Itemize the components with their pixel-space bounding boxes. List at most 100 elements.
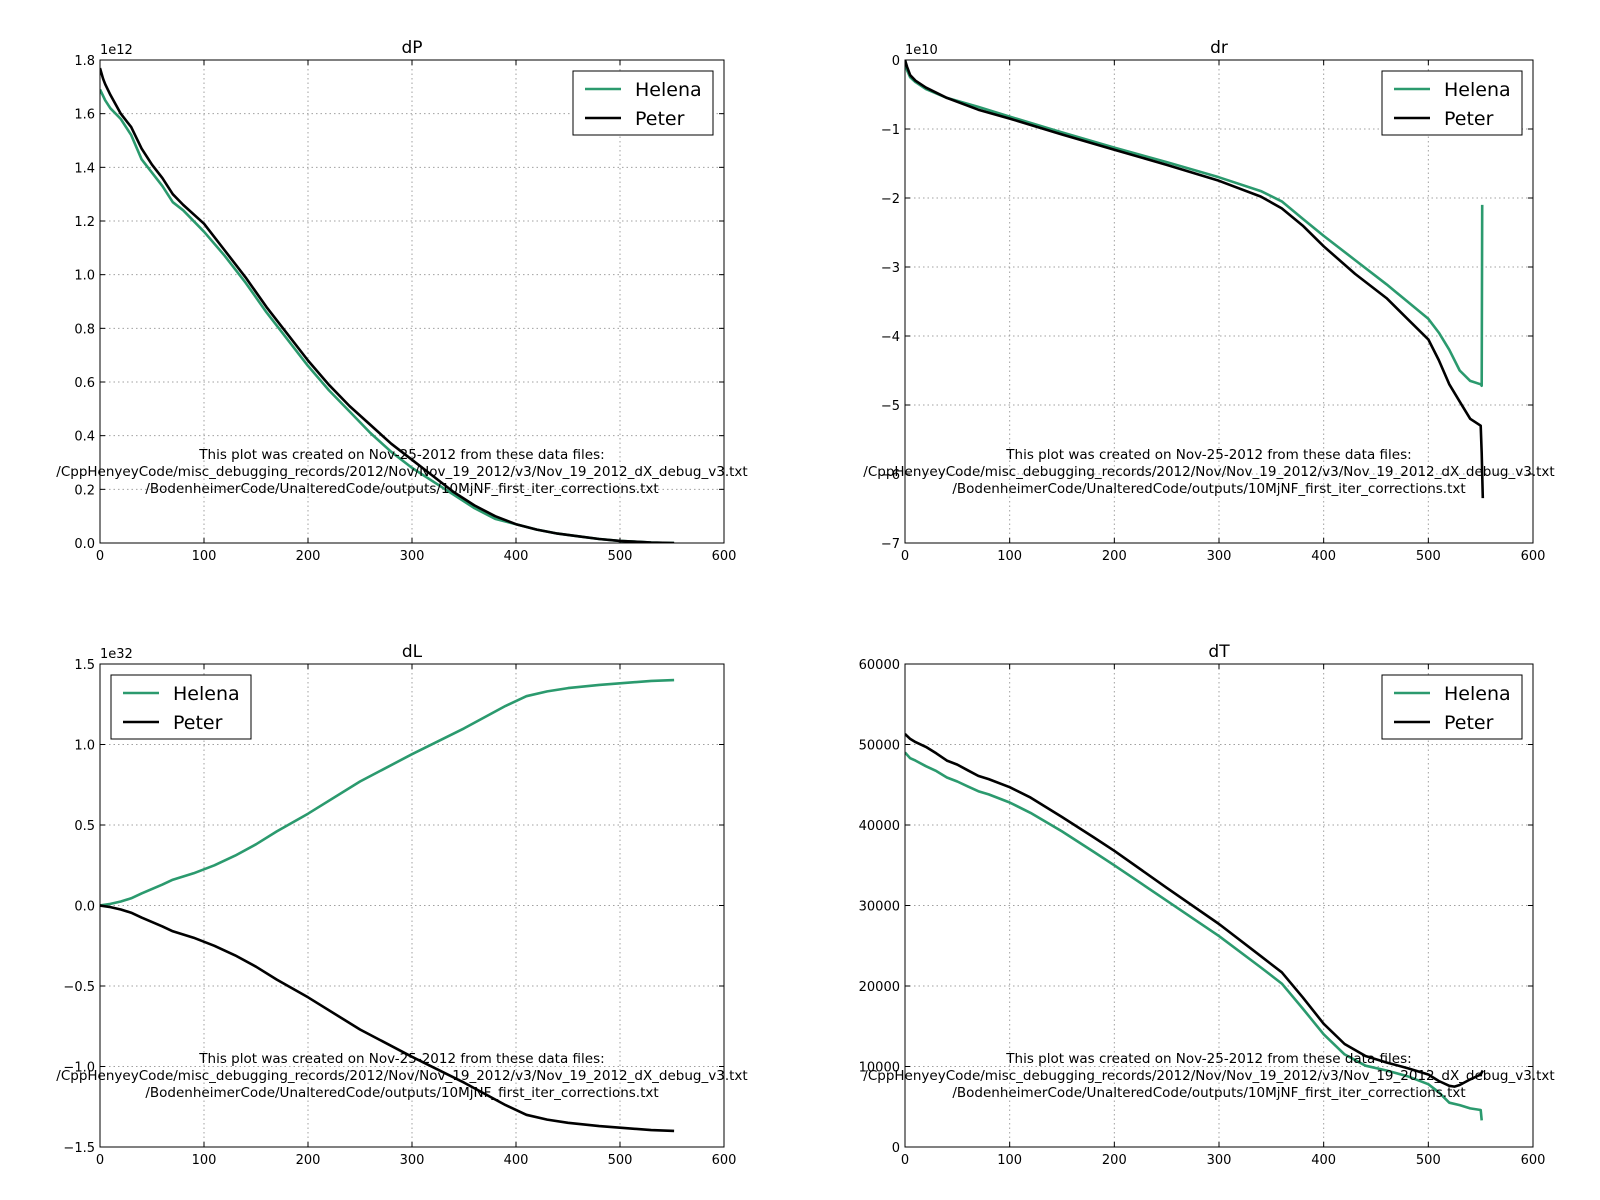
x-tick-label: 500 <box>608 1153 633 1168</box>
y-tick-label: 60000 <box>859 658 900 673</box>
y-tick-label: 1.2 <box>74 215 95 230</box>
legend-box <box>110 674 252 740</box>
y-tick-label: −5 <box>881 399 900 414</box>
series-line-peter <box>905 60 1485 499</box>
annotation-line: This plot was created on Nov-25-2012 fro… <box>1005 1051 1411 1067</box>
y-tick-label: 10000 <box>859 1061 900 1076</box>
annotation-line: /CppHenyeyCode/misc_debugging_records/20… <box>56 464 747 480</box>
y-tick-label: 0.6 <box>74 376 95 391</box>
y-tick-label: −1 <box>881 123 900 138</box>
x-tick-label: 100 <box>997 1153 1022 1168</box>
legend-label-helena: Helena <box>635 79 702 101</box>
y-tick-label: 0.0 <box>74 900 95 915</box>
annotation-line: This plot was created on Nov-25-2012 fro… <box>198 447 604 463</box>
x-tick-label: 600 <box>1521 1153 1546 1168</box>
legend: Helena Peter <box>572 70 714 136</box>
annotation-line: /BodenheimerCode/UnalteredCode/outputs/1… <box>952 1085 1465 1101</box>
x-tick-label: 100 <box>192 1153 217 1168</box>
legend: Helena Peter <box>110 674 252 740</box>
chart-title: dL <box>402 642 423 662</box>
x-tick-label: 0 <box>96 549 104 564</box>
y-tick-label: 0.8 <box>74 322 95 337</box>
chart-title: dT <box>1208 642 1230 662</box>
legend-label-peter: Peter <box>1444 108 1494 130</box>
annotation-line: /BodenheimerCode/UnalteredCode/outputs/1… <box>145 1085 658 1101</box>
x-tick-label: 500 <box>1416 1153 1441 1168</box>
y-tick-label: −2 <box>881 192 900 207</box>
y-tick-label: 0.0 <box>74 537 95 552</box>
legend-label-peter: Peter <box>173 712 223 734</box>
legend-label-helena: Helena <box>173 683 240 705</box>
x-tick-label: 100 <box>997 549 1022 564</box>
y-tick-label: 30000 <box>859 900 900 915</box>
chart-panel-dP: 0 100 200 300 400 500 600 0.0 0.2 0.4 0.6 0.8 1.0 1.2… <box>56 38 747 564</box>
y-tick-label: 0 <box>892 54 900 69</box>
y-tick-label: −1.0 <box>63 1061 95 1076</box>
y-tick-label: 50000 <box>859 739 900 754</box>
y-tick-label: 1.6 <box>74 108 95 123</box>
chart-panel-dr: 0 100 200 300 400 500 600 −7 −6 −5 −4 −3 −2 −1 0 dr 1e10… <box>863 38 1554 564</box>
annotation-line: /CppHenyeyCode/misc_debugging_records/20… <box>863 464 1554 480</box>
x-tick-label: 600 <box>1521 549 1546 564</box>
y-tick-label: 40000 <box>859 819 900 834</box>
chart-title: dP <box>401 38 422 58</box>
x-tick-label: 300 <box>1207 1153 1232 1168</box>
annotation-line: /BodenheimerCode/UnalteredCode/outputs/1… <box>145 481 658 497</box>
chart-title: dr <box>1210 38 1228 58</box>
y-offset-label: 1e12 <box>100 43 133 58</box>
series-line-peter <box>100 67 675 543</box>
series-line-peter <box>905 733 1484 1088</box>
x-tick-label: 600 <box>712 1153 737 1168</box>
series-line-helena <box>100 678 675 907</box>
y-tick-label: −3 <box>881 261 900 276</box>
x-tick-label: 300 <box>400 1153 425 1168</box>
y-tick-label: −0.5 <box>63 980 95 995</box>
x-tick-label: 400 <box>504 549 529 564</box>
annotation-line: /BodenheimerCode/UnalteredCode/outputs/1… <box>952 481 1465 497</box>
y-tick-label: 1.8 <box>74 54 95 69</box>
legend-box <box>572 70 714 136</box>
annotation-line: This plot was created on Nov-25-2012 fro… <box>198 1051 604 1067</box>
x-tick-label: 500 <box>608 549 633 564</box>
annotation-line: /CppHenyeyCode/misc_debugging_records/20… <box>863 1068 1554 1084</box>
x-tick-label: 400 <box>504 1153 529 1168</box>
x-tick-label: 200 <box>296 1153 321 1168</box>
y-offset-label: 1e10 <box>905 43 938 58</box>
y-tick-label: −6 <box>881 468 900 483</box>
x-tick-label: 300 <box>1207 549 1232 564</box>
x-tick-label: 0 <box>96 1153 104 1168</box>
annotation-line: /CppHenyeyCode/misc_debugging_records/20… <box>56 1068 747 1084</box>
legend-label-peter: Peter <box>635 108 685 130</box>
x-tick-label: 100 <box>192 549 217 564</box>
series-line-helena <box>905 751 1483 1121</box>
x-tick-label: 0 <box>901 1153 909 1168</box>
y-tick-label: 0.5 <box>74 819 95 834</box>
x-tick-label: 400 <box>1311 1153 1336 1168</box>
y-tick-label: −7 <box>881 537 900 552</box>
annotation-line: This plot was created on Nov-25-2012 fro… <box>1005 447 1411 463</box>
x-tick-label: 200 <box>1102 1153 1127 1168</box>
x-tick-label: 200 <box>1102 549 1127 564</box>
y-tick-label: −1.5 <box>63 1141 95 1156</box>
x-tick-label: 600 <box>712 549 737 564</box>
chart-panel-dL: 0 100 200 300 400 500 600 −1.5 −1.0 −0.5 0.0 0.5 1.0… <box>56 642 747 1168</box>
y-tick-label: 20000 <box>859 980 900 995</box>
legend-label-helena: Helena <box>1444 683 1511 705</box>
legend-box <box>1381 70 1523 136</box>
y-tick-label: 0 <box>892 1141 900 1156</box>
x-tick-label: 0 <box>901 549 909 564</box>
chart-panel-dT: 0 100 200 300 400 500 600 0 10000 20000 30000 40000… <box>859 642 1555 1168</box>
legend-box <box>1381 674 1523 740</box>
y-tick-label: −4 <box>881 330 900 345</box>
y-offset-label: 1e32 <box>100 647 133 662</box>
y-tick-label: 0.2 <box>74 483 95 498</box>
legend-label-helena: Helena <box>1444 79 1511 101</box>
y-tick-label: 0.4 <box>74 430 95 445</box>
y-tick-label: 1.0 <box>74 269 95 284</box>
x-tick-label: 200 <box>296 549 321 564</box>
series-line-peter <box>100 904 675 1133</box>
legend: Helena Peter <box>1381 674 1523 740</box>
x-tick-label: 500 <box>1416 549 1441 564</box>
x-tick-label: 400 <box>1311 549 1336 564</box>
